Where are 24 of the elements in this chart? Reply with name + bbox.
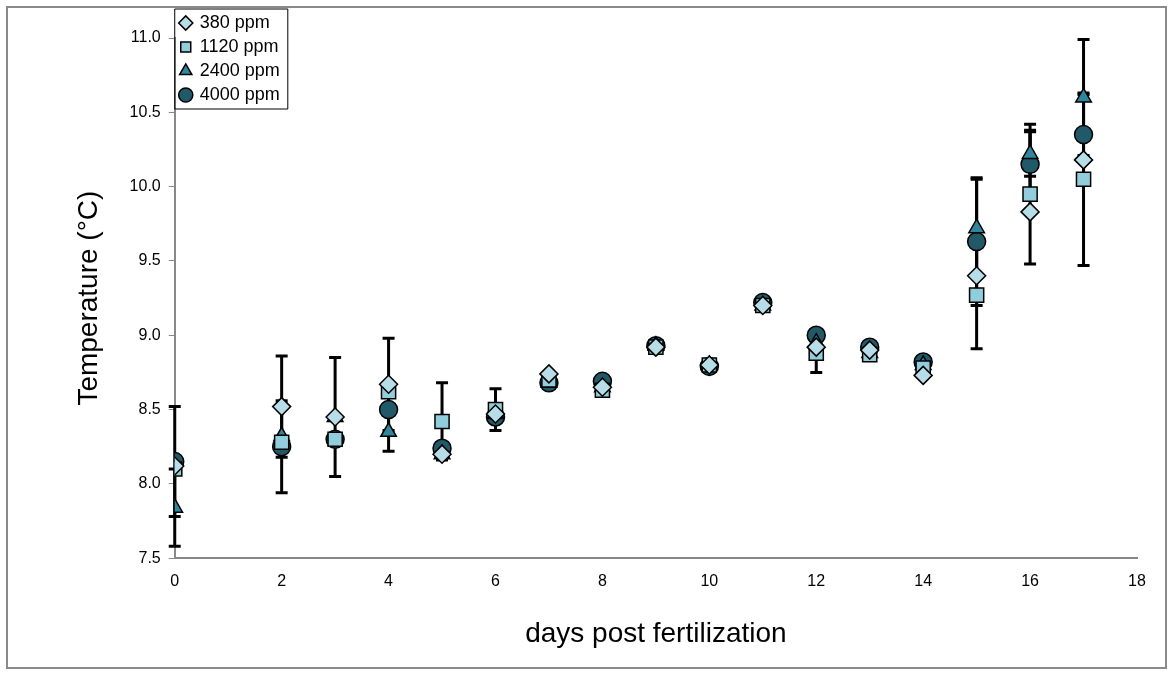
legend-label: 380 ppm [199,11,270,32]
legend-label: 1120 ppm [199,35,279,56]
x-tick-label: 0 [170,572,180,590]
y-tick-label: 8.5 [138,399,161,417]
legend-label: 4000 ppm [199,83,280,104]
y-tick-label: 7.5 [138,548,161,566]
y-tick-label: 11.0 [130,28,161,46]
y-tick-label: 9.5 [138,251,161,269]
legend-label: 2400 ppm [199,59,280,80]
x-tick-label: 6 [491,572,501,590]
x-tick-label: 18 [1128,572,1146,590]
y-tick-label: 8.0 [138,474,161,492]
x-tick-label: 2 [277,572,287,590]
x-tick-label: 12 [807,572,826,590]
x-tick-label: 14 [914,572,933,590]
y-tick-label: 10.0 [129,177,161,195]
x-tick-label: 4 [384,572,394,590]
y-tick-label: 9.0 [138,325,161,343]
x-axis-title: days post fertilization [525,616,787,648]
y-axis-title: Temperature (°C) [71,190,103,406]
y-tick-label: 10.5 [129,102,161,120]
x-tick-label: 16 [1021,572,1040,590]
x-tick-label: 10 [700,572,719,590]
x-tick-label: 8 [597,572,607,590]
